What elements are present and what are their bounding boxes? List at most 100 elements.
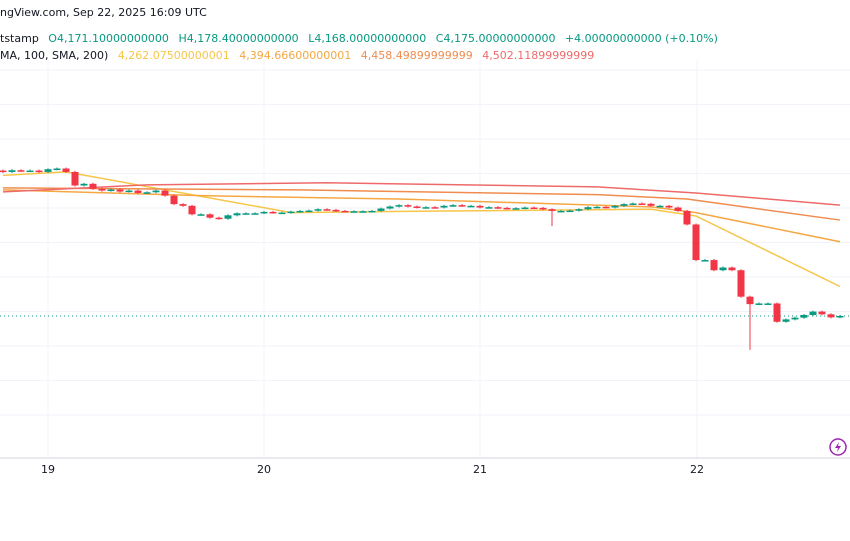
candle-body (593, 206, 601, 209)
moving-average-line (2, 182, 841, 206)
candle-body (80, 183, 88, 186)
candle-body (0, 170, 7, 173)
high-value: H4,178.40000000000 (178, 32, 299, 45)
candle-body (197, 214, 205, 216)
candle-body (458, 205, 466, 207)
candle-body (719, 267, 727, 271)
candle-body (503, 207, 511, 210)
ma-legend: MA, 100, SMA, 200) 4,262.07500000001 4,3… (0, 49, 600, 62)
moving-average-line (2, 187, 841, 221)
candle-body (539, 207, 547, 210)
candle-body (287, 211, 295, 214)
candle-body (566, 210, 574, 213)
candle-body (809, 311, 817, 315)
candle-body (413, 206, 421, 209)
candle-body (431, 207, 439, 209)
candle-body (476, 205, 484, 208)
candle-body (449, 205, 457, 207)
candle-body (368, 210, 376, 213)
candle-body (107, 189, 115, 192)
lightning-icon[interactable] (829, 438, 847, 456)
close-value: C4,175.00000000000 (435, 32, 556, 45)
candle-body (584, 207, 592, 210)
candle-body (350, 211, 358, 213)
candle-body (692, 224, 700, 261)
candle-body (494, 207, 502, 209)
ma-legend-label: MA, 100, SMA, 200) (0, 49, 109, 62)
candle-body (53, 168, 61, 171)
candle-body (179, 204, 187, 206)
candle-body (656, 205, 664, 208)
candle-body (746, 296, 754, 305)
candle-body (818, 311, 826, 315)
source-text: ngView.com, Sep 22, 2025 16:09 UTC (0, 6, 207, 19)
x-tick-label: 21 (473, 463, 487, 476)
candle-body (314, 209, 322, 211)
candle-body (161, 190, 169, 196)
candle-body (62, 168, 70, 172)
candle-body (530, 207, 538, 210)
ma1-value: 4,262.07500000001 (117, 49, 230, 62)
candle-body (323, 209, 331, 211)
candle-body (404, 205, 412, 207)
candle-body (512, 208, 520, 210)
candle-body (386, 206, 394, 209)
candle-body (647, 203, 655, 206)
x-tick-label: 20 (257, 463, 271, 476)
candle-body (98, 188, 106, 191)
candle-body (773, 303, 781, 322)
candle-body (422, 207, 430, 209)
candle-body (440, 205, 448, 208)
candle-body (791, 317, 799, 320)
candle-body (377, 208, 385, 211)
candle-body (638, 203, 646, 205)
candle-body (629, 203, 637, 205)
low-value: L4,168.00000000000 (308, 32, 427, 45)
candle-body (35, 170, 43, 173)
candle-body (8, 170, 16, 172)
candle-body (521, 207, 529, 210)
ma4-value: 4,502.11899999999 (482, 49, 595, 62)
ma3-value: 4,458.49899999999 (360, 49, 473, 62)
candle-body (134, 190, 142, 193)
candle-body (755, 303, 763, 305)
candle-body (269, 211, 277, 214)
candle-body (71, 171, 79, 186)
chart-source-header: ngView.com, Sep 22, 2025 16:09 UTC (0, 6, 213, 19)
candle-body (827, 314, 835, 318)
candle-body (125, 190, 133, 193)
candle-body (674, 207, 682, 211)
candle-body (143, 192, 151, 194)
change-value: +4.00000000000 (+0.10%) (564, 32, 718, 45)
candle-body (710, 260, 718, 271)
candle-body (44, 169, 52, 172)
candle-body (152, 190, 160, 193)
candle-body (665, 205, 673, 208)
candle-body (332, 209, 340, 212)
candle-body (683, 210, 691, 225)
candle-body (557, 210, 565, 213)
candle-body (485, 207, 493, 209)
candle-body (233, 213, 241, 216)
candle-body (395, 205, 403, 207)
open-value: O4,171.10000000000 (48, 32, 169, 45)
candle-body (611, 205, 619, 208)
candle-body (224, 215, 232, 219)
candle-body (26, 170, 34, 173)
candle-body (737, 270, 745, 297)
candle-body (215, 217, 223, 220)
candle-body (764, 303, 772, 305)
candle-body (620, 204, 628, 206)
candle-body (89, 183, 97, 189)
candle-body (800, 314, 808, 318)
candle-body (701, 260, 709, 262)
candle-body (17, 170, 25, 172)
candle-body (206, 214, 214, 218)
candle-body (467, 205, 475, 208)
candle-body (188, 205, 196, 215)
x-tick-label: 22 (690, 463, 704, 476)
candle-body (296, 210, 304, 213)
ohlc-legend: tstamp O4,171.10000000000 H4,178.4000000… (0, 32, 724, 45)
candle-body (728, 267, 736, 271)
